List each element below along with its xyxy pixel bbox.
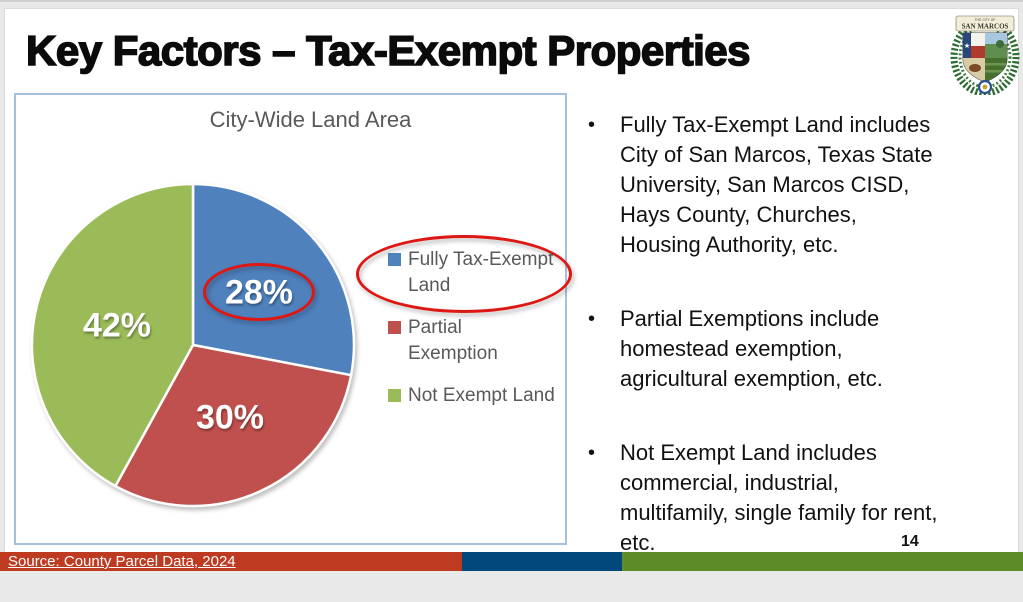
- page-title: Key Factors – Tax-Exempt Properties: [25, 26, 751, 75]
- bullet-list: • Fully Tax-Exempt Land includes City of…: [588, 110, 1016, 602]
- seal-banner-name-text: SAN MARCOS: [962, 23, 1009, 31]
- annotation-ellipse-28-percent: [203, 263, 315, 321]
- city-seal-graphic: ★ THE CITY OF SAN MARCOS: [950, 15, 1020, 97]
- legend-item-not-exempt: Not Exempt Land: [388, 383, 568, 409]
- pie-label-not-exempt: 42%: [82, 306, 152, 345]
- chart-legend: Fully Tax-Exempt Land Partial Exemption …: [388, 247, 568, 409]
- chart-title: City-Wide Land Area: [209, 107, 412, 132]
- chart-panel: City-Wide Land Area 28% 30% 42% Fully Ta…: [14, 93, 572, 545]
- bullet-item-not-exempt: • Not Exempt Land includes commercial, i…: [588, 438, 1016, 558]
- legend-item-partial-exemption: Partial Exemption: [388, 315, 568, 367]
- bullet-text: Fully Tax-Exempt Land includes City of S…: [620, 112, 933, 257]
- footer-segment-green: [622, 552, 1023, 571]
- svg-text:★: ★: [964, 42, 970, 50]
- footer-source-text: Source: County Parcel Data, 2024: [8, 553, 236, 570]
- footer-segment-blue: [462, 552, 622, 571]
- legend-swatch-blue-icon: [388, 253, 401, 266]
- annotation-ellipse-legend: [356, 235, 572, 313]
- legend-item-fully-tax-exempt: Fully Tax-Exempt Land: [388, 247, 568, 299]
- bullet-item-fully-tax-exempt: • Fully Tax-Exempt Land includes City of…: [588, 110, 1016, 260]
- pie-label-partial-exemption: 30%: [195, 398, 265, 437]
- city-seal-logo: ★ THE CITY OF SAN MARCOS: [949, 11, 1021, 97]
- seal-shield-quadrants: ★: [963, 33, 1007, 82]
- bullet-icon: •: [588, 308, 596, 330]
- bullet-icon: •: [588, 442, 596, 464]
- bullet-text: Partial Exemptions include homestead exe…: [620, 306, 883, 391]
- top-gray-strip: [0, 0, 1023, 8]
- footer-bar: Source: County Parcel Data, 2024: [0, 552, 1023, 571]
- footer-segment-red: Source: County Parcel Data, 2024: [0, 552, 462, 571]
- slide-background: Key Factors – Tax-Exempt Properties ★: [4, 8, 1021, 571]
- page-number: 14: [901, 533, 919, 550]
- bullet-text: Not Exempt Land includes commercial, ind…: [620, 440, 938, 555]
- pie-slice-not-exempt: [30, 182, 195, 488]
- legend-label: Fully Tax-Exempt Land: [408, 249, 554, 296]
- seal-banner-top-text: THE CITY OF: [974, 18, 995, 22]
- bullet-icon: •: [588, 114, 596, 136]
- bullet-item-partial-exemptions: • Partial Exemptions include homestead e…: [588, 304, 1016, 394]
- pie-slice-partial-exemption: [114, 343, 353, 508]
- legend-label: Partial Exemption: [408, 317, 498, 364]
- legend-swatch-green-icon: [388, 389, 401, 402]
- legend-swatch-red-icon: [388, 321, 401, 334]
- legend-label: Not Exempt Land: [408, 385, 555, 406]
